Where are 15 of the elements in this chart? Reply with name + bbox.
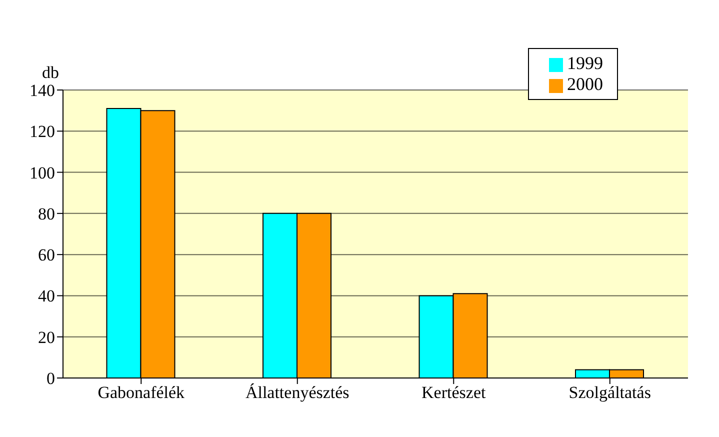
x-tick-label: Állattenyésztés	[245, 383, 350, 402]
y-tick-label: 140	[30, 81, 55, 100]
x-tick-label: Kertészet	[422, 383, 486, 402]
legend-label: 1999	[567, 53, 603, 73]
legend-label: 2000	[567, 74, 603, 94]
x-tick-label: Szolgáltatás	[568, 383, 651, 402]
y-tick-label: 40	[38, 286, 55, 306]
y-axis-title: db	[42, 63, 59, 82]
y-tick-label: 120	[30, 122, 55, 142]
y-tick-label: 100	[30, 163, 55, 182]
y-tick-label: 80	[38, 204, 55, 224]
y-tick-label: 20	[38, 328, 55, 347]
y-tick-label: 60	[38, 246, 55, 265]
x-tick-label: Gabonafélék	[98, 383, 186, 402]
y-tick-label: 0	[46, 369, 55, 388]
